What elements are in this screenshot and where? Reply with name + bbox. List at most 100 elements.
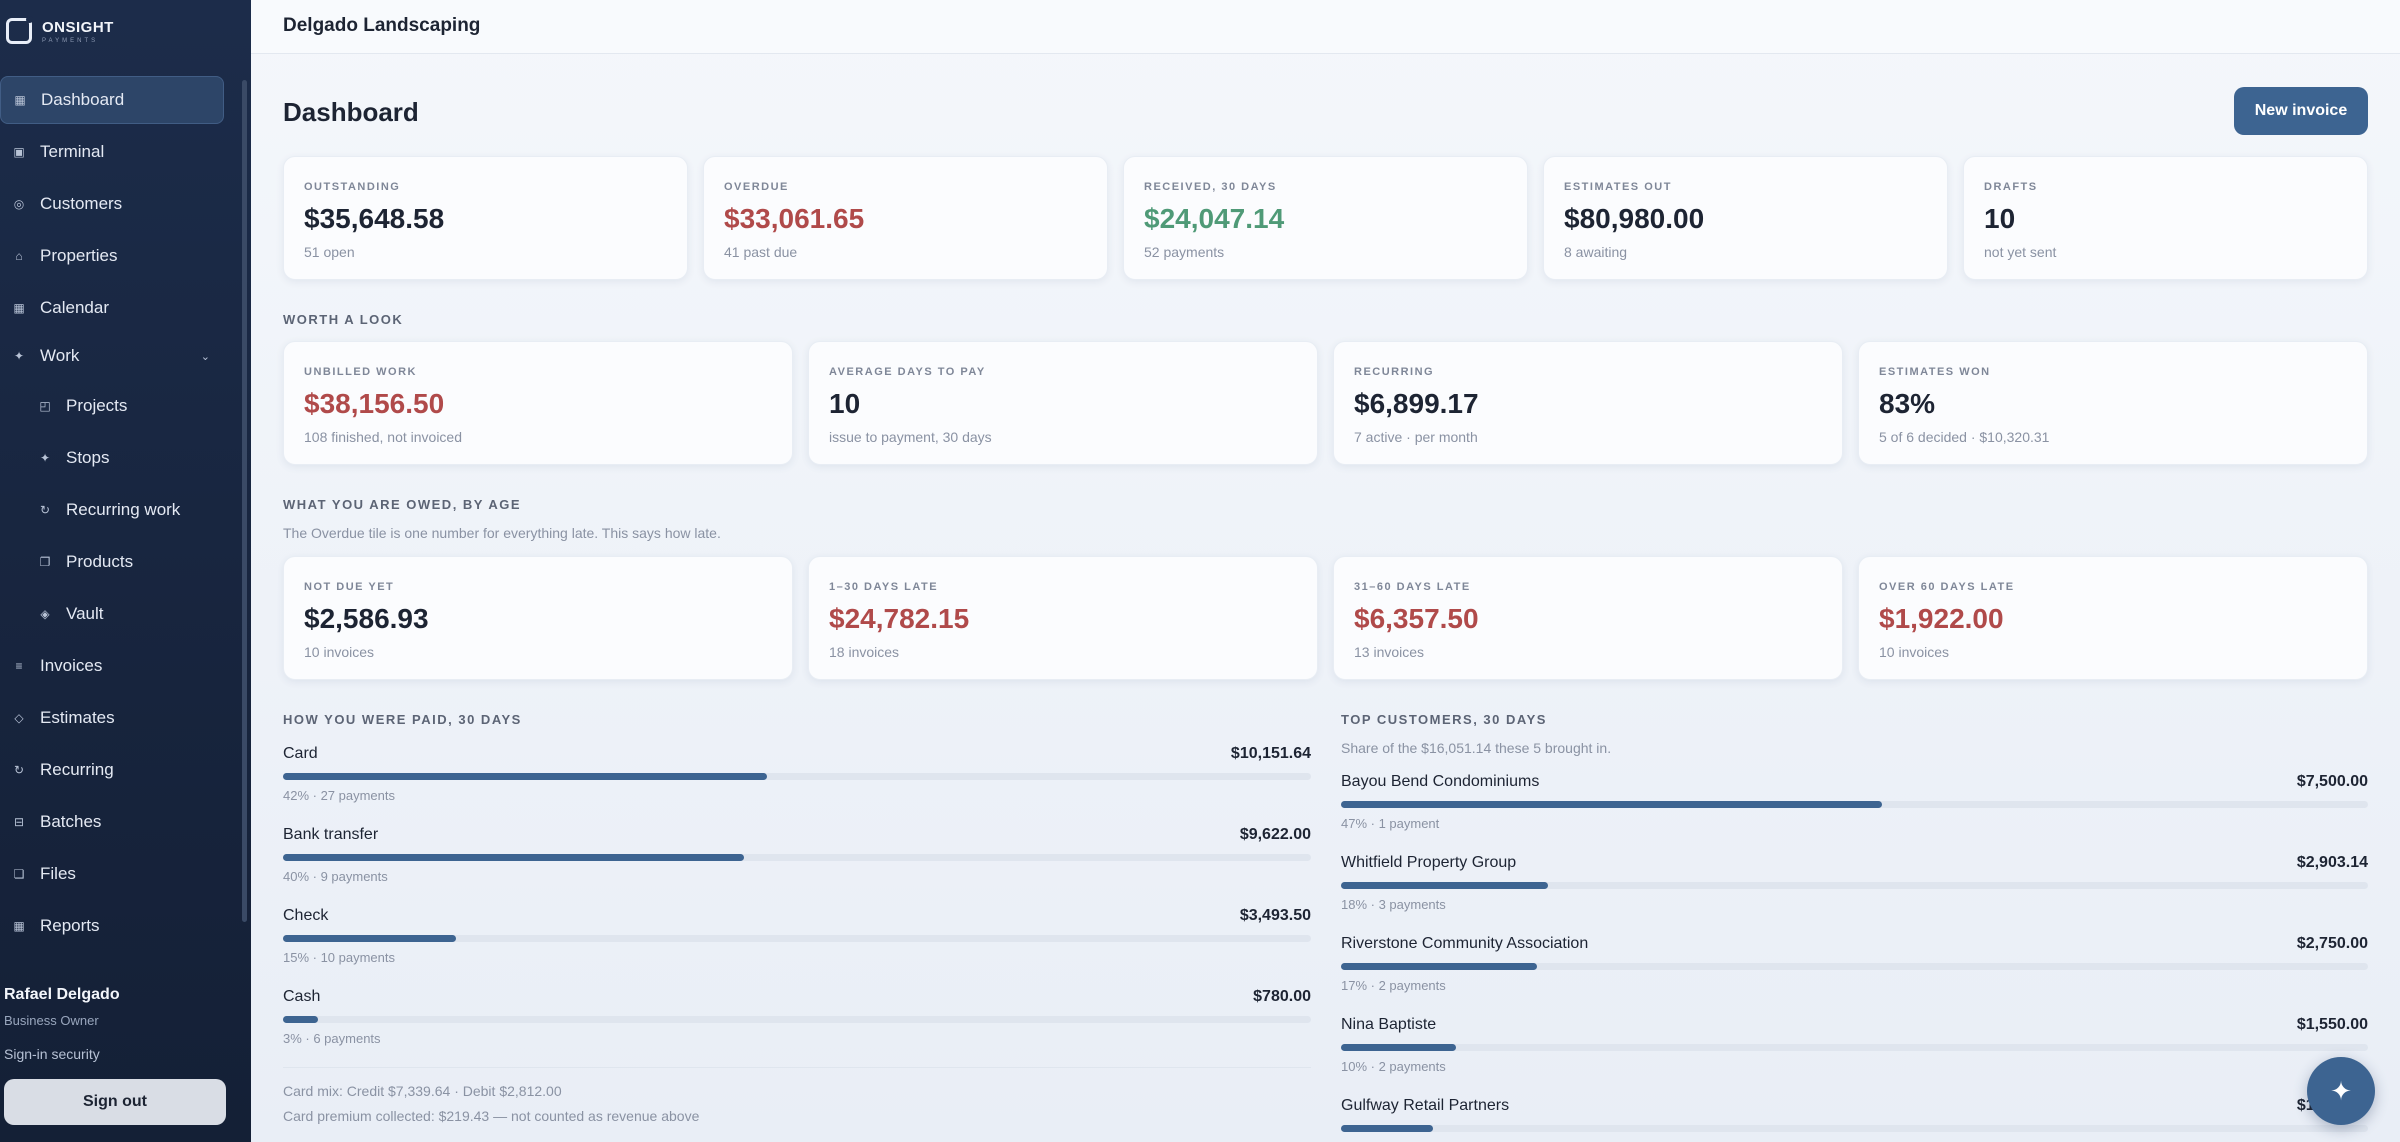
stat-subtext: 18 invoices [829, 644, 900, 660]
box-icon: ❐ [39, 555, 51, 569]
payment-method-name: Cash [283, 988, 321, 1005]
user-role: Business Owner [4, 1013, 99, 1028]
sidebar-item-label: Recurring [40, 760, 114, 779]
sidebar-item-label: Projects [66, 396, 128, 415]
brand-logo[interactable]: ONSIGHT PAYMENTS [6, 16, 114, 44]
chevron-down-icon[interactable]: ⌄ [200, 350, 210, 363]
stat-card-over-60-days-late[interactable]: OVER 60 DAYS LATE $1,922.00 10 invoices [1858, 556, 2368, 680]
refresh-icon: ↻ [39, 503, 51, 517]
payment-method-amount: $10,151.64 [1230, 745, 1311, 762]
stat-card-1-30-days-late[interactable]: 1–30 DAYS LATE $24,782.15 18 invoices [808, 556, 1318, 680]
stat-card-received-30-days[interactable]: RECEIVED, 30 DAYS $24,047.14 52 payments [1123, 156, 1528, 280]
grid-icon: ▦ [14, 93, 26, 107]
sidebar-item-products[interactable]: ❐ Products [0, 538, 224, 586]
stat-card-overdue[interactable]: OVERDUE $33,061.65 41 past due [703, 156, 1108, 280]
sidebar-item-invoices[interactable]: ≡ Invoices [0, 642, 224, 690]
sidebar-item-stops[interactable]: ✦ Stops [0, 434, 224, 482]
sidebar-item-batches[interactable]: ⊟ Batches [0, 798, 224, 846]
payment-method-name: Bank transfer [283, 826, 379, 843]
sidebar-item-recurring[interactable]: ↻ Recurring [0, 746, 224, 794]
stat-card-31-60-days-late[interactable]: 31–60 DAYS LATE $6,357.50 13 invoices [1333, 556, 1843, 680]
top-customer-name: Nina Baptiste [1341, 1016, 1437, 1033]
sidebar-item-properties[interactable]: ⌂ Properties [0, 232, 224, 280]
stat-card-unbilled-work[interactable]: UNBILLED WORK $38,156.50 108 finished, not… [283, 341, 793, 465]
stat-card-outstanding[interactable]: OUTSTANDING $35,648.58 51 open [283, 156, 688, 280]
payment-method-bar-track [283, 1016, 1311, 1023]
top-customer-amount: $2,750.00 [2296, 935, 2368, 952]
refresh-icon: ↻ [13, 763, 25, 777]
stat-subtext: 8 awaiting [1564, 244, 1628, 260]
stat-label: ESTIMATES WON [1879, 366, 1991, 378]
sidebar-item-label: Products [66, 552, 134, 571]
sidebar-item-recurring-work[interactable]: ↻ Recurring work [0, 486, 224, 534]
logo-icon [6, 16, 33, 44]
sidebar-item-calendar[interactable]: ▦ Calendar [0, 284, 224, 332]
stat-value: $1,922.00 [1879, 603, 2004, 634]
top-customer-row: Whitfield Property Group $2,903.14 18% · 3… [1341, 854, 2368, 916]
stat-card-average-days-to-pay[interactable]: AVERAGE DAYS TO PAY 10 issue to payment, 3… [808, 341, 1318, 465]
payment-method-amount: $9,622.00 [1239, 826, 1311, 843]
top-customer-bar-fill [1341, 882, 1548, 889]
sidebar-item-reports[interactable]: ▦ Reports [0, 902, 224, 950]
batches-icon: ⊟ [13, 815, 25, 829]
stat-card-estimates-out[interactable]: ESTIMATES OUT $80,980.00 8 awaiting [1543, 156, 1948, 280]
sparkle-icon: ✦ [13, 349, 25, 363]
paid-heading: HOW YOU WERE PAID, 30 DAYS [283, 712, 522, 727]
stat-label: DRAFTS [1984, 181, 2038, 193]
sidebar-item-work[interactable]: ✦ Work ⌄ [0, 332, 224, 380]
top-customer-bar-fill [1341, 801, 1882, 808]
brand-name: ONSIGHT [42, 18, 114, 36]
sidebar-scrollbar[interactable] [242, 80, 247, 922]
stat-card-drafts[interactable]: DRAFTS 10 not yet sent [1963, 156, 2368, 280]
new-invoice-button[interactable]: New invoice [2234, 87, 2368, 135]
sidebar-item-vault[interactable]: ◈ Vault [0, 590, 224, 638]
stat-label: AVERAGE DAYS TO PAY [829, 366, 986, 378]
sidebar-item-terminal[interactable]: ▣ Terminal [0, 128, 224, 176]
main-content: Delgado Landscaping Dashboard New invoic… [251, 0, 2400, 1142]
stat-subtext: 7 active · per month [1354, 429, 1478, 445]
stat-value: $80,980.00 [1564, 203, 1705, 234]
assistant-button[interactable]: ✦ [2307, 1057, 2375, 1125]
diamond-icon: ◇ [14, 711, 24, 725]
customers-icon: ◎ [13, 197, 25, 211]
sign-in-security-link[interactable]: Sign-in security [4, 1046, 100, 1062]
sign-out-button[interactable]: Sign out [4, 1079, 226, 1125]
user-panel: Rafael Delgado Business Owner Sign-in se… [4, 986, 120, 1062]
stat-card-recurring[interactable]: RECURRING $6,899.17 7 active · per month [1333, 341, 1843, 465]
top-customer-name: Whitfield Property Group [1341, 854, 1517, 871]
payment-method-bar-fill [283, 854, 744, 861]
stat-card-estimates-won[interactable]: ESTIMATES WON 83% 5 of 6 decided · $10,320… [1858, 341, 2368, 465]
stat-label: RECURRING [1354, 366, 1435, 378]
card-mix-note: Card mix: Credit $7,339.64 · Debit $2,81… [283, 1083, 562, 1099]
sidebar-item-estimates[interactable]: ◇ Estimates [0, 694, 224, 742]
top-customer-row: Nina Baptiste $1,550.00 10% · 2 payments [1341, 1016, 2368, 1078]
sidebar-item-label: Properties [40, 246, 118, 265]
stat-label: 31–60 DAYS LATE [1354, 581, 1471, 593]
sidebar-item-projects[interactable]: ◰ Projects [0, 382, 224, 430]
top-customer-row: Riverstone Community Association $2,750.0… [1341, 935, 2368, 997]
payment-method-row: Check $3,493.50 15% · 10 payments [283, 907, 1311, 969]
sidebar-item-customers[interactable]: ◎ Customers [0, 180, 224, 228]
top-customers-heading: TOP CUSTOMERS, 30 DAYS [1341, 712, 1547, 727]
stat-label: RECEIVED, 30 DAYS [1144, 181, 1277, 193]
payment-method-bar-fill [283, 935, 456, 942]
stat-value: 10 [1984, 203, 2016, 234]
stat-card-not-due-yet[interactable]: NOT DUE YET $2,586.93 10 invoices [283, 556, 793, 680]
stat-subtext: not yet sent [1984, 244, 2057, 260]
sidebar-item-label: Customers [40, 194, 123, 213]
sidebar-item-files[interactable]: ❏ Files [0, 850, 224, 898]
top-bar: Delgado Landscaping [251, 0, 2400, 54]
payment-method-row: Cash $780.00 3% · 6 payments [283, 988, 1311, 1050]
payment-method-meta: 15% · 10 payments [283, 950, 396, 965]
top-customer-bar-track [1341, 1125, 2368, 1132]
sidebar-item-label: Invoices [40, 656, 103, 675]
top-customer-amount: $2,903.14 [2296, 854, 2368, 871]
stat-subtext: 51 open [304, 244, 355, 260]
payment-method-meta: 40% · 9 payments [283, 869, 388, 884]
sidebar: ONSIGHT PAYMENTS ▦ Dashboard ▣ Terminal ◎ Cus… [0, 0, 251, 1142]
stat-subtext: 108 finished, not invoiced [304, 429, 462, 445]
top-customer-meta: 47% · 1 payment [1341, 816, 1440, 831]
sidebar-item-label: Terminal [40, 142, 105, 161]
calendar-icon: ▦ [13, 301, 25, 315]
sidebar-item-dashboard[interactable]: ▦ Dashboard [0, 76, 224, 124]
